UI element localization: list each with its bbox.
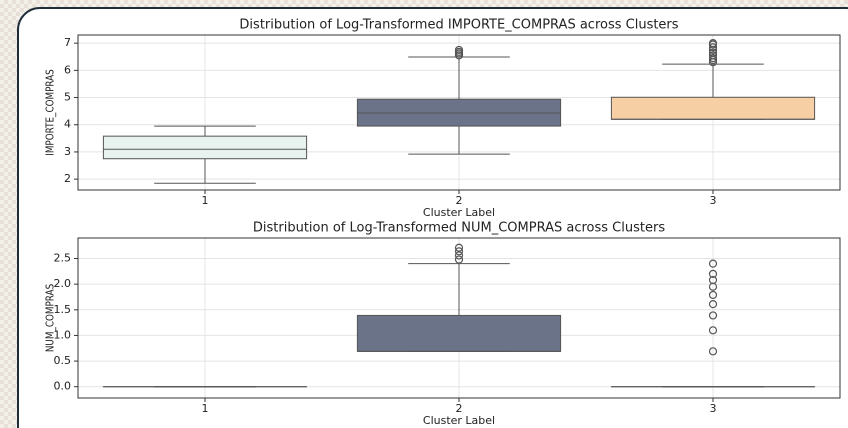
x-tick-label: 2 (456, 194, 463, 207)
outlier (708, 39, 718, 48)
outlier (708, 48, 718, 57)
outlier (708, 311, 718, 320)
outlier (708, 54, 718, 63)
x-tick-label: 1 (202, 194, 209, 207)
x-tick-label: 2 (456, 402, 463, 415)
axes-frame (77, 237, 841, 399)
x-tick-label: 1 (202, 402, 209, 415)
outlier (708, 259, 718, 268)
y-tick-label: 1.0 (54, 328, 72, 341)
outlier (454, 247, 464, 256)
outlier (454, 243, 464, 252)
outlier (708, 51, 718, 60)
y-tick-label: 1.5 (54, 303, 72, 316)
outlier (708, 269, 718, 278)
x-axis-label: Cluster Label (423, 414, 495, 427)
x-axis-label: Cluster Label (423, 206, 495, 219)
y-tick-label: 2.5 (54, 252, 72, 265)
box (102, 135, 308, 160)
y-tick-label: 3 (64, 145, 71, 158)
y-tick-label: 0.0 (54, 380, 72, 393)
box (610, 96, 816, 120)
y-tick-label: 0.5 (54, 354, 72, 367)
outlier (708, 326, 718, 335)
outlier (708, 290, 718, 300)
y-axis-label: NUM_COMPRAS (44, 284, 56, 352)
outlier (454, 251, 464, 260)
y-tick-label: 2.0 (54, 277, 72, 290)
box (356, 314, 562, 352)
outlier (454, 255, 464, 264)
axes-frame (77, 34, 841, 191)
outlier (708, 300, 718, 309)
chart-title: Distribution of Log-Transformed IMPORTE_… (239, 18, 678, 33)
y-tick-label: 5 (64, 91, 71, 104)
chart-title: Distribution of Log-Transformed NUM_COMP… (253, 221, 665, 236)
outlier (708, 275, 718, 285)
y-axis-label: IMPORTE_COMPRAS (44, 69, 56, 156)
y-tick-label: 2 (64, 172, 71, 185)
outlier (454, 45, 464, 55)
x-tick-label: 3 (710, 194, 717, 207)
x-tick-label: 3 (710, 402, 717, 415)
y-tick-label: 7 (64, 36, 71, 49)
y-tick-label: 4 (64, 118, 71, 131)
outlier (708, 347, 718, 356)
y-tick-label: 6 (64, 63, 71, 76)
outlier (708, 43, 718, 52)
